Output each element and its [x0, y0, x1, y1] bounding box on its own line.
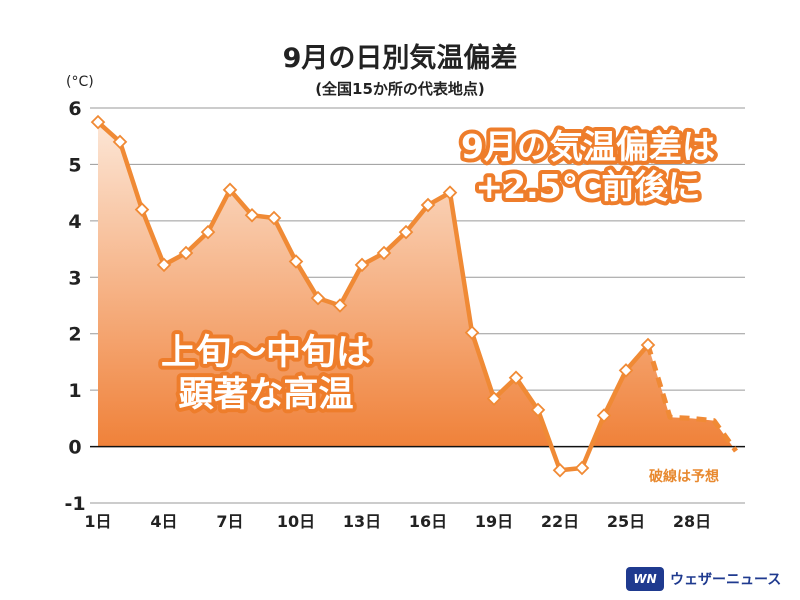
data-point: [354, 257, 370, 273]
weathernews-logo-icon: WN: [626, 567, 664, 591]
data-point: [552, 462, 568, 478]
axis-labels: -1 0 1 2 3 4 5 6 1日 4日 7日 10日 13日 16日 19日 22日 25日 28日: [64, 98, 711, 531]
data-point: [486, 391, 502, 406]
annotation-top-right-line2: +2.5℃前後に: [475, 167, 700, 206]
data-point: [156, 257, 172, 273]
x-tick-label: 10日: [277, 512, 315, 531]
data-point: [134, 202, 150, 217]
series-markers: [90, 114, 656, 478]
data-point: [574, 460, 590, 476]
weathernews-logo: WN ウェザーニュース: [626, 567, 781, 591]
annotation-left-line2: 顕著な高温: [178, 375, 353, 415]
data-point: [618, 363, 634, 378]
data-point: [530, 402, 546, 418]
data-point: [310, 290, 326, 306]
area-fill: [98, 122, 736, 447]
x-tick-label: 22日: [541, 512, 579, 531]
x-tick-label: 28日: [673, 512, 711, 531]
data-point: [112, 134, 128, 150]
chart-subtitle: (全国15か所の代表地点): [315, 80, 485, 98]
data-point: [200, 224, 216, 240]
data-point: [596, 408, 612, 423]
data-point: [508, 370, 524, 386]
x-tick-label: 16日: [409, 512, 447, 531]
y-axis-unit: (°C): [66, 74, 94, 90]
y-tick-label: 2: [68, 324, 81, 346]
x-tick-label: 7日: [216, 512, 243, 531]
y-tick-label: -1: [64, 493, 85, 515]
data-point: [420, 197, 436, 213]
forecast-note: 破線は予想: [649, 468, 719, 485]
data-point: [442, 185, 458, 200]
data-point: [376, 245, 392, 261]
data-point: [464, 325, 480, 340]
y-tick-label: 1: [68, 380, 81, 402]
y-tick-label: 3: [68, 267, 81, 289]
x-tick-label: 1日: [84, 512, 111, 531]
data-point: [222, 182, 238, 198]
annotation-left-line1: 上旬～中旬は: [161, 333, 371, 373]
chart-title: 9月の日別気温偏差: [282, 43, 518, 74]
data-point: [288, 254, 304, 269]
data-point: [640, 337, 656, 353]
y-tick-label: 5: [68, 154, 81, 176]
y-tick-label: 6: [68, 98, 81, 120]
data-point: [398, 224, 414, 240]
data-point: [90, 114, 106, 130]
data-point: [332, 298, 348, 313]
data-point: [266, 210, 282, 226]
y-tick-label: 0: [68, 437, 81, 459]
x-tick-label: 19日: [475, 512, 513, 531]
data-point: [244, 207, 260, 223]
area-path: [98, 122, 736, 447]
y-tick-label: 4: [68, 211, 81, 233]
x-tick-label: 13日: [343, 512, 381, 531]
data-point: [178, 245, 194, 261]
x-tick-label: 4日: [150, 512, 177, 531]
annotation-top-right-line1: 9月の気温偏差は: [461, 127, 715, 166]
x-tick-label: 25日: [607, 512, 645, 531]
logo-text: ウェザーニュース: [670, 572, 782, 588]
